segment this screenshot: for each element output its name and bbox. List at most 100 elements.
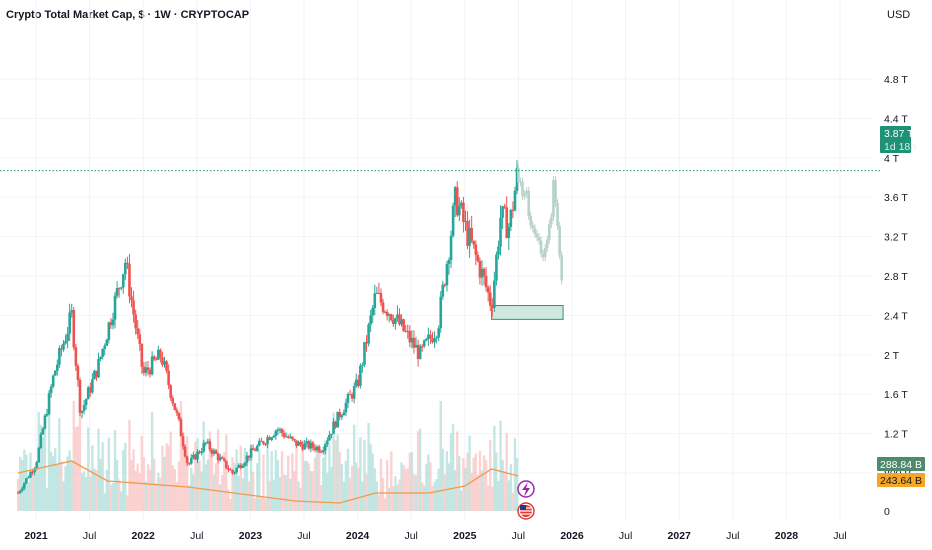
volume-bar — [317, 449, 321, 511]
candle-body — [416, 344, 420, 360]
candle-body — [245, 455, 249, 463]
candle-body — [119, 287, 123, 289]
candle-body — [398, 314, 401, 325]
candle-body — [29, 471, 32, 478]
volume-bar — [385, 460, 389, 511]
candle-body — [406, 330, 410, 332]
candle-body — [78, 380, 82, 413]
candle-body — [404, 330, 408, 332]
volume-bar — [266, 443, 269, 511]
volume-bar — [319, 485, 323, 511]
candle-body — [449, 235, 453, 261]
volume-bar — [423, 485, 426, 511]
volume-bar — [225, 434, 228, 511]
volume-bar — [194, 441, 197, 511]
candle-body — [486, 287, 490, 293]
candle-body — [218, 457, 222, 461]
volume-bar — [82, 471, 86, 511]
x-tick-label: 2028 — [775, 530, 799, 542]
volume-bar — [115, 459, 119, 511]
volume-bar — [163, 457, 166, 511]
candle-body — [58, 348, 61, 365]
volume-bar — [346, 448, 350, 511]
volume-bar — [95, 470, 98, 511]
volume-bar — [122, 450, 125, 511]
candle-body — [470, 227, 473, 241]
us-flag-icon[interactable] — [517, 502, 535, 520]
projection-candle — [556, 203, 559, 227]
projection-candle — [541, 253, 545, 258]
volume-bar — [227, 489, 230, 511]
volume-bar — [404, 468, 407, 511]
candle-body — [433, 338, 436, 343]
projection-candle — [539, 240, 543, 254]
volume-bar — [367, 422, 370, 511]
volume-bar — [16, 478, 20, 511]
candle-body — [68, 312, 71, 334]
candle-body — [350, 394, 354, 399]
lightning-icon[interactable] — [517, 480, 535, 498]
candle-body — [62, 343, 65, 350]
volume-bar — [505, 432, 508, 511]
candle-body — [258, 440, 261, 446]
projection-candle — [521, 181, 524, 197]
volume-bar — [313, 457, 317, 511]
candle-body — [222, 458, 226, 461]
projection-candle — [531, 225, 535, 229]
candle-body — [66, 333, 69, 341]
candle-body — [280, 429, 284, 434]
volume-bar — [138, 473, 141, 511]
candle-body — [202, 443, 205, 452]
volume-bar — [159, 477, 162, 511]
y-tick-label: 4.8 T — [884, 74, 908, 86]
volume-bar — [196, 438, 199, 511]
volume-bar — [260, 497, 263, 511]
x-axis[interactable]: 2021 Jul 2022 Jul 2023 Jul 2024 Jul 2025 Jul 2026 J… — [24, 530, 846, 542]
volume-bar — [402, 465, 405, 511]
y-tick-label: 2 T — [884, 350, 900, 362]
volume-bar — [171, 465, 174, 511]
candle-body — [231, 469, 234, 474]
volume-bar — [390, 451, 393, 511]
volume-bar — [68, 450, 71, 511]
volume-bar — [499, 420, 502, 511]
candle-body — [64, 340, 67, 344]
candle-body — [169, 385, 172, 398]
candle-body — [177, 412, 181, 420]
volume-tag-top: 288.84 B — [877, 457, 925, 471]
candle-body — [148, 370, 152, 375]
candle-body — [373, 293, 377, 308]
candle-body — [431, 338, 434, 343]
candle-body — [212, 450, 216, 454]
candle-body — [35, 462, 38, 469]
candle-body — [387, 314, 391, 316]
volume-bar — [190, 467, 193, 511]
candle-body — [264, 443, 267, 445]
volume-bar — [214, 463, 218, 511]
volume-bar — [371, 453, 374, 511]
volume-bar — [276, 459, 280, 511]
candle-body — [187, 463, 191, 465]
candle-body — [480, 268, 484, 278]
candle-body — [342, 412, 346, 416]
candle-body — [117, 287, 121, 289]
volume-bar — [161, 445, 164, 511]
volume-bar — [439, 401, 442, 511]
volume-bar — [359, 437, 362, 511]
candle-body — [210, 449, 214, 454]
candle-body — [255, 445, 259, 451]
candle-body — [43, 415, 47, 429]
projection-candle — [548, 224, 551, 240]
candle-body — [427, 334, 430, 339]
projection-candle — [523, 194, 526, 197]
candle-body — [196, 451, 199, 460]
candle-body — [142, 366, 146, 373]
volume-bar — [270, 451, 273, 511]
candle-body — [495, 254, 498, 281]
candle-body — [482, 268, 486, 276]
volume-bar — [66, 456, 69, 511]
candle-body — [383, 311, 387, 313]
volume-bar — [99, 458, 102, 511]
currency-label[interactable]: USD — [887, 9, 911, 21]
